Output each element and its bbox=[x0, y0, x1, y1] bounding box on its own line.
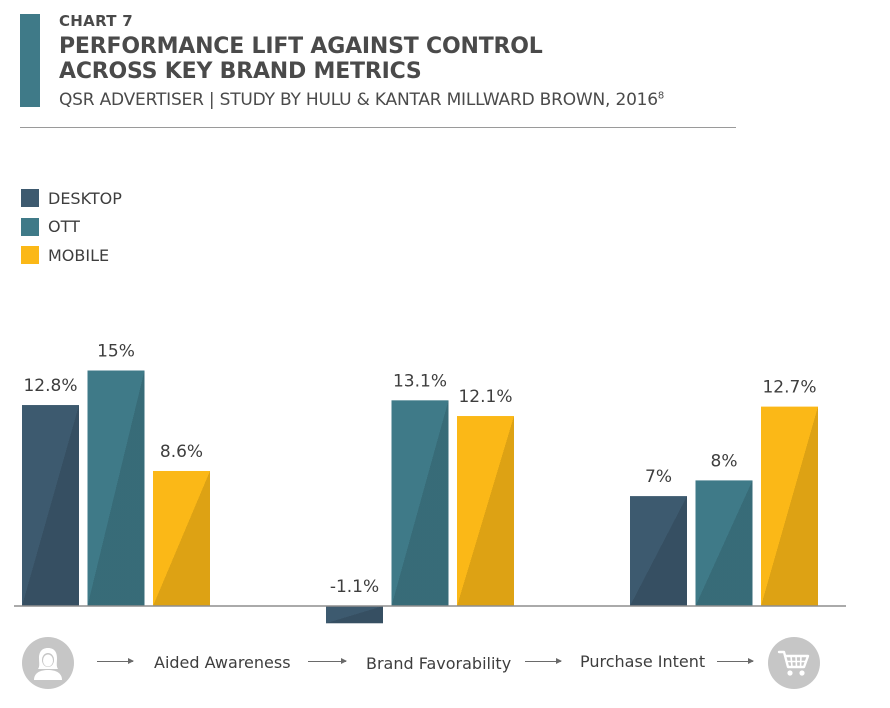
bar-shade-desktop-aided-awareness bbox=[22, 405, 79, 606]
bar-shade-mobile-purchase-intent bbox=[761, 406, 818, 606]
data-label-ott-purchase-intent: 8% bbox=[711, 451, 738, 471]
bar-shade-ott-aided-awareness bbox=[87, 370, 145, 606]
flow-arrow-3 bbox=[525, 658, 562, 664]
accent-bar bbox=[20, 14, 40, 107]
bar-shade-desktop-brand-favorability bbox=[326, 606, 383, 624]
data-label-desktop-purchase-intent: 7% bbox=[645, 467, 672, 487]
data-label-ott-aided-awareness: 15% bbox=[97, 342, 135, 362]
flow-step-aided-awareness: Aided Awareness bbox=[154, 653, 291, 672]
chart-subtitle: QSR ADVERTISER | STUDY BY HULU & KANTAR … bbox=[59, 90, 664, 110]
legend-swatch-desktop bbox=[21, 189, 39, 208]
bar-shade-ott-purchase-intent bbox=[695, 480, 753, 606]
chart-title: PERFORMANCE LIFT AGAINST CONTROL ACROSS … bbox=[59, 34, 543, 84]
bar-shade-desktop-purchase-intent bbox=[630, 496, 687, 606]
data-label-mobile-brand-favorability: 12.1% bbox=[458, 387, 512, 407]
flow-row: Aided Awareness Brand Favorability Purch… bbox=[0, 632, 890, 692]
chart-number: CHART 7 bbox=[59, 12, 134, 30]
bar-chart: 12.8% -1.1% 7% 15% 13.1% 8% 8.6% 12.1% 12.7% bbox=[14, 342, 846, 624]
legend-label-ott: OTT bbox=[48, 217, 80, 237]
data-label-desktop-brand-favorability: -1.1% bbox=[330, 577, 379, 597]
flow-step-purchase-intent: Purchase Intent bbox=[580, 652, 706, 671]
data-label-ott-brand-favorability: 13.1% bbox=[393, 371, 447, 391]
bar-shade-mobile-brand-favorability bbox=[457, 416, 514, 606]
legend-swatch-ott bbox=[21, 217, 39, 236]
legend-label-desktop: DESKTOP bbox=[48, 188, 122, 208]
divider bbox=[20, 127, 736, 128]
legend-item-ott: OTT bbox=[21, 213, 122, 242]
flow-arrow-1 bbox=[97, 658, 134, 664]
bar-shade-mobile-aided-awareness bbox=[153, 470, 210, 606]
data-label-mobile-aided-awareness: 8.6% bbox=[160, 442, 203, 462]
bar-shade-ott-brand-favorability bbox=[391, 400, 449, 606]
data-label-desktop-aided-awareness: 12.8% bbox=[23, 376, 77, 396]
legend-swatch-mobile bbox=[21, 246, 39, 265]
legend-label-mobile: MOBILE bbox=[48, 245, 110, 265]
subtitle-text: QSR ADVERTISER | STUDY BY HULU & KANTAR … bbox=[59, 90, 658, 110]
shopping-cart-icon bbox=[768, 637, 820, 689]
data-label-mobile-purchase-intent: 12.7% bbox=[762, 378, 816, 398]
subtitle-footnote: 8 bbox=[657, 90, 665, 102]
flow-arrow-2 bbox=[308, 658, 347, 664]
flow-arrow-4 bbox=[717, 658, 754, 664]
chart-title-line-1: PERFORMANCE LIFT AGAINST CONTROL bbox=[59, 34, 543, 59]
bars-layer: 12.8% -1.1% 7% 15% 13.1% 8% 8.6% 12.1% 12.7% bbox=[22, 342, 818, 624]
person-icon bbox=[22, 637, 74, 689]
flow-step-brand-favorability: Brand Favorability bbox=[366, 654, 512, 673]
legend: DESKTOP OTT MOBILE bbox=[21, 184, 122, 270]
chart-title-line-2: ACROSS KEY BRAND METRICS bbox=[59, 59, 422, 84]
legend-item-desktop: DESKTOP bbox=[21, 184, 122, 213]
legend-item-mobile: MOBILE bbox=[21, 241, 122, 270]
